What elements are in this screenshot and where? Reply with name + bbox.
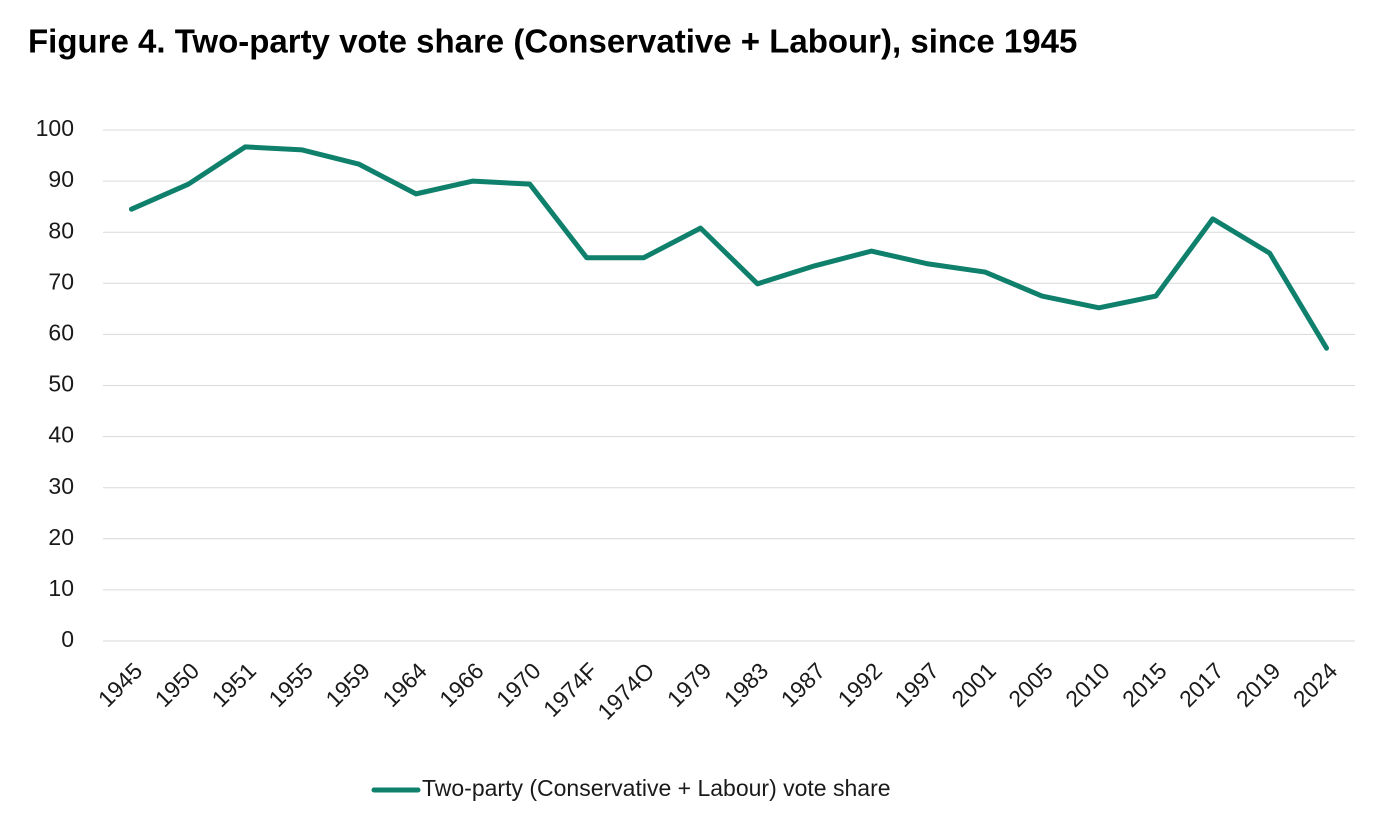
y-tick-label: 40 — [48, 422, 74, 448]
x-tick-label: 1987 — [776, 657, 831, 712]
chart-title: Figure 4. Two-party vote share (Conserva… — [28, 23, 1077, 60]
x-tick-label: 2024 — [1288, 657, 1343, 712]
y-tick-label: 20 — [48, 524, 74, 550]
y-tick-label: 80 — [48, 217, 74, 243]
data-line — [128, 144, 1330, 351]
x-tick-label: 1950 — [150, 657, 205, 712]
x-tick-label: 2015 — [1117, 657, 1172, 712]
x-tick-label: 1979 — [662, 657, 717, 712]
y-tick-label: 100 — [36, 115, 74, 141]
x-tick-label: 1983 — [719, 657, 774, 712]
x-tick-label: 1974F — [538, 657, 603, 722]
x-tick-label: 2005 — [1003, 657, 1058, 712]
y-tick-label: 90 — [48, 166, 74, 192]
y-tick-label: 70 — [48, 268, 74, 294]
x-tick-label: 1951 — [207, 657, 262, 712]
y-tick-label: 50 — [48, 371, 74, 397]
legend-label: Two-party (Conservative + Labour) vote s… — [422, 775, 891, 801]
x-tick-label: 2017 — [1174, 657, 1229, 712]
x-tick-label: 1964 — [377, 657, 432, 712]
x-tick-label: 1959 — [320, 657, 375, 712]
x-tick-label: 2019 — [1231, 657, 1286, 712]
x-tick-label: 1966 — [434, 657, 489, 712]
y-tick-label: 30 — [48, 473, 74, 499]
y-tick-label: 60 — [48, 319, 74, 345]
x-tick-label: 1992 — [833, 657, 888, 712]
x-tick-label: 1955 — [263, 657, 318, 712]
y-tick-label: 0 — [61, 626, 74, 652]
x-tick-label: 2010 — [1060, 657, 1115, 712]
y-tick-label: 10 — [48, 575, 74, 601]
x-tick-label: 1974O — [592, 657, 659, 724]
x-tick-label: 1945 — [93, 657, 148, 712]
x-tick-label: 2001 — [946, 657, 1001, 712]
x-tick-label: 1997 — [889, 657, 944, 712]
